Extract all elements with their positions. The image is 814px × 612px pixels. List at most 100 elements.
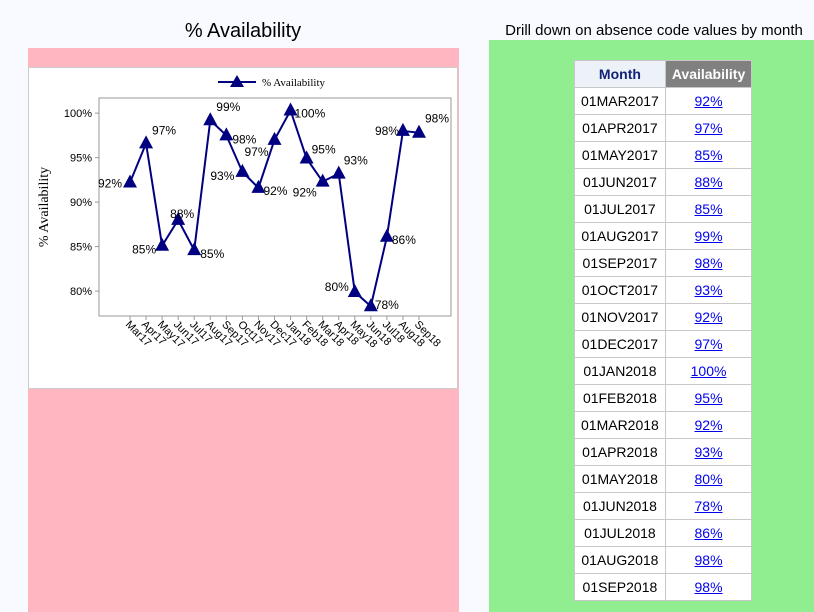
month-cell: 01JUL2018 [574, 519, 666, 547]
data-label: 86% [392, 233, 416, 247]
data-label: 99% [216, 100, 240, 114]
data-label: 98% [375, 124, 399, 138]
month-cell: 01MAY2017 [574, 141, 666, 169]
data-point-triangle-icon [267, 131, 282, 145]
month-cell: 01JAN2018 [574, 357, 666, 385]
availability-link[interactable]: 80% [694, 471, 723, 487]
availability-link[interactable]: 98% [694, 552, 723, 568]
month-cell: 01FEB2018 [574, 384, 666, 412]
availability-link[interactable]: 93% [694, 282, 723, 298]
month-cell: 01AUG2018 [574, 546, 666, 574]
table-row: 01OCT2017 93% [574, 276, 753, 304]
data-point-triangle-icon [219, 127, 234, 141]
availability-cell: 98% [664, 546, 753, 574]
data-point-triangle-icon [155, 237, 170, 251]
availability-link[interactable]: 100% [690, 363, 727, 379]
availability-cell: 97% [664, 114, 753, 142]
availability-cell: 85% [664, 195, 753, 223]
data-label: 85% [200, 247, 224, 261]
month-cell: 01DEC2017 [574, 330, 666, 358]
y-tick-label: 90% [70, 197, 92, 209]
drilldown-title: Drill down on absence code values by mon… [505, 22, 803, 39]
availability-cell: 95% [664, 384, 753, 412]
month-cell: 01NOV2017 [574, 303, 666, 331]
availability-link[interactable]: 95% [694, 390, 723, 406]
table-row: 01MAY2017 85% [574, 141, 753, 169]
availability-cell: 85% [664, 141, 753, 169]
month-cell: 01SEP2017 [574, 249, 666, 277]
availability-link[interactable]: 93% [694, 444, 723, 460]
availability-link[interactable]: 85% [694, 147, 723, 163]
data-point-triangle-icon [395, 122, 410, 136]
availability-link[interactable]: 78% [694, 498, 723, 514]
chart-container: % Availability 80% 85% 90% 95% 100% % Availabi… [28, 67, 458, 389]
availability-cell: 92% [664, 303, 753, 331]
data-point-triangle-icon [331, 165, 346, 179]
data-point-triangle-icon [203, 112, 218, 126]
month-cell: 01APR2018 [574, 438, 666, 466]
availability-line-chart: % Availability 80% 85% 90% 95% 100% % Availabi… [37, 75, 452, 350]
data-point-triangle-icon [315, 173, 330, 187]
availability-cell: 100% [664, 357, 753, 385]
data-point-triangle-icon [187, 242, 202, 256]
data-point-triangle-icon [283, 102, 298, 116]
data-point-triangle-icon [235, 163, 250, 177]
availability-link[interactable]: 97% [694, 120, 723, 136]
data-label: 98% [425, 112, 449, 126]
column-header-availability[interactable]: Availability [664, 60, 753, 88]
table-row: 01AUG2018 98% [574, 546, 753, 574]
month-cell: 01OCT2017 [574, 276, 666, 304]
availability-link[interactable]: 85% [694, 201, 723, 217]
availability-cell: 97% [664, 330, 753, 358]
table-row: 01MAY2018 80% [574, 465, 753, 493]
chart-page-title: % Availability [184, 20, 302, 42]
data-point-triangle-icon [123, 174, 137, 188]
availability-link[interactable]: 98% [694, 255, 723, 271]
data-point-triangle-icon [363, 298, 378, 312]
y-tick-label: 100% [64, 108, 92, 120]
availability-link[interactable]: 86% [694, 525, 723, 541]
table-row: 01SEP2017 98% [574, 249, 753, 277]
availability-cell: 98% [664, 249, 753, 277]
availability-link[interactable]: 92% [694, 309, 723, 325]
data-label: 92% [263, 184, 287, 198]
data-label: 85% [132, 243, 156, 257]
table-row: 01MAR2017 92% [574, 87, 753, 115]
availability-link[interactable]: 99% [694, 228, 723, 244]
availability-link[interactable]: 97% [694, 336, 723, 352]
data-label: 93% [344, 154, 368, 168]
data-label: 80% [325, 280, 349, 294]
table-row: 01MAR2018 92% [574, 411, 753, 439]
y-axis-label: % Availability [37, 167, 52, 247]
availability-link[interactable]: 98% [694, 579, 723, 595]
table-row: 01APR2018 93% [574, 438, 753, 466]
availability-cell: 86% [664, 519, 753, 547]
availability-link[interactable]: 92% [694, 93, 723, 109]
availability-link[interactable]: 88% [694, 174, 723, 190]
data-point-triangle-icon [139, 135, 154, 149]
data-point-triangle-icon [171, 211, 186, 225]
data-label: 97% [245, 145, 269, 159]
table-row: 01SEP2018 98% [574, 573, 753, 601]
month-cell: 01APR2017 [574, 114, 666, 142]
table-row: 01NOV2017 92% [574, 303, 753, 331]
table-row: 01JUL2018 86% [574, 519, 753, 547]
availability-cell: 92% [664, 87, 753, 115]
table-row: 01JUN2018 78% [574, 492, 753, 520]
column-header-month[interactable]: Month [574, 60, 666, 88]
legend-label: % Availability [262, 77, 326, 89]
data-label: 92% [293, 186, 317, 200]
table-row: 01FEB2018 95% [574, 384, 753, 412]
data-label: 97% [152, 123, 176, 137]
availability-link[interactable]: 92% [694, 417, 723, 433]
month-cell: 01MAR2018 [574, 411, 666, 439]
data-label: 98% [232, 132, 256, 146]
availability-cell: 93% [664, 438, 753, 466]
month-cell: 01JUN2018 [574, 492, 666, 520]
availability-cell: 98% [664, 573, 753, 601]
data-point-triangle-icon [347, 283, 362, 297]
month-cell: 01MAY2018 [574, 465, 666, 493]
table-row: 01JUN2017 88% [574, 168, 753, 196]
month-cell: 01JUL2017 [574, 195, 666, 223]
table-row: 01AUG2017 99% [574, 222, 753, 250]
